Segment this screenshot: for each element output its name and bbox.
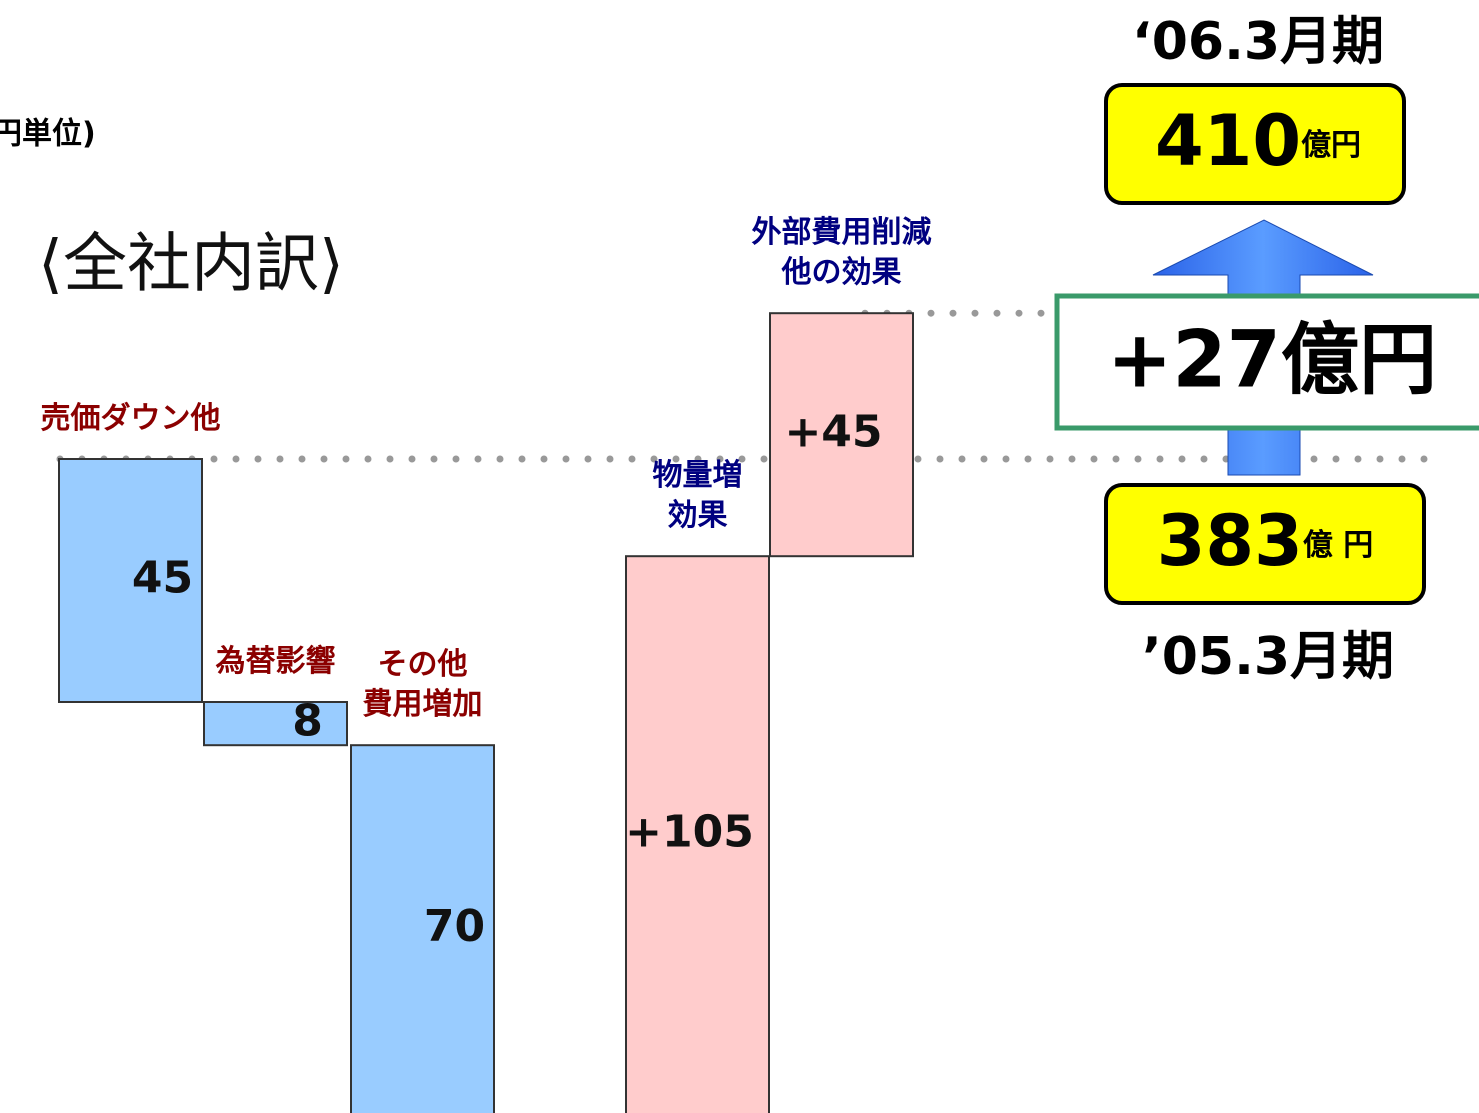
change-label: +27億円 <box>1107 315 1437 405</box>
value-label: 45 <box>132 553 193 604</box>
unit-note: 円単位) <box>0 117 96 152</box>
end-value: 410億円 <box>1155 100 1361 182</box>
start-box <box>1104 483 1426 605</box>
value-label: +105 <box>625 807 754 858</box>
chart-title: ⟨全社内訳⟩ <box>38 228 344 302</box>
category-label: 為替影響 <box>216 644 336 679</box>
bar <box>769 312 914 558</box>
category-label: 売価ダウン他 <box>41 401 221 436</box>
category-label: その他費用増加 <box>363 647 483 722</box>
value-label: 70 <box>424 901 485 952</box>
value-label: +45 <box>784 407 882 458</box>
category-label: 外部費用削減他の効果 <box>752 215 932 290</box>
category-label: 物量増効果 <box>653 458 743 533</box>
bar <box>203 701 348 747</box>
end-box <box>1104 83 1406 205</box>
start-unit: 億 円 <box>1303 528 1373 563</box>
end-period: ‘06.3月期 <box>1132 12 1384 72</box>
end-unit: 億円 <box>1301 128 1361 163</box>
bar <box>625 555 770 1113</box>
start-value: 383億 円 <box>1157 500 1374 582</box>
bar <box>58 458 203 703</box>
value-label: 8 <box>292 696 323 747</box>
change-box <box>1054 293 1479 431</box>
end-number: 410 <box>1155 100 1301 182</box>
start-period: ’05.3月期 <box>1142 627 1394 687</box>
start-number: 383 <box>1157 500 1303 582</box>
bar <box>350 744 495 1113</box>
